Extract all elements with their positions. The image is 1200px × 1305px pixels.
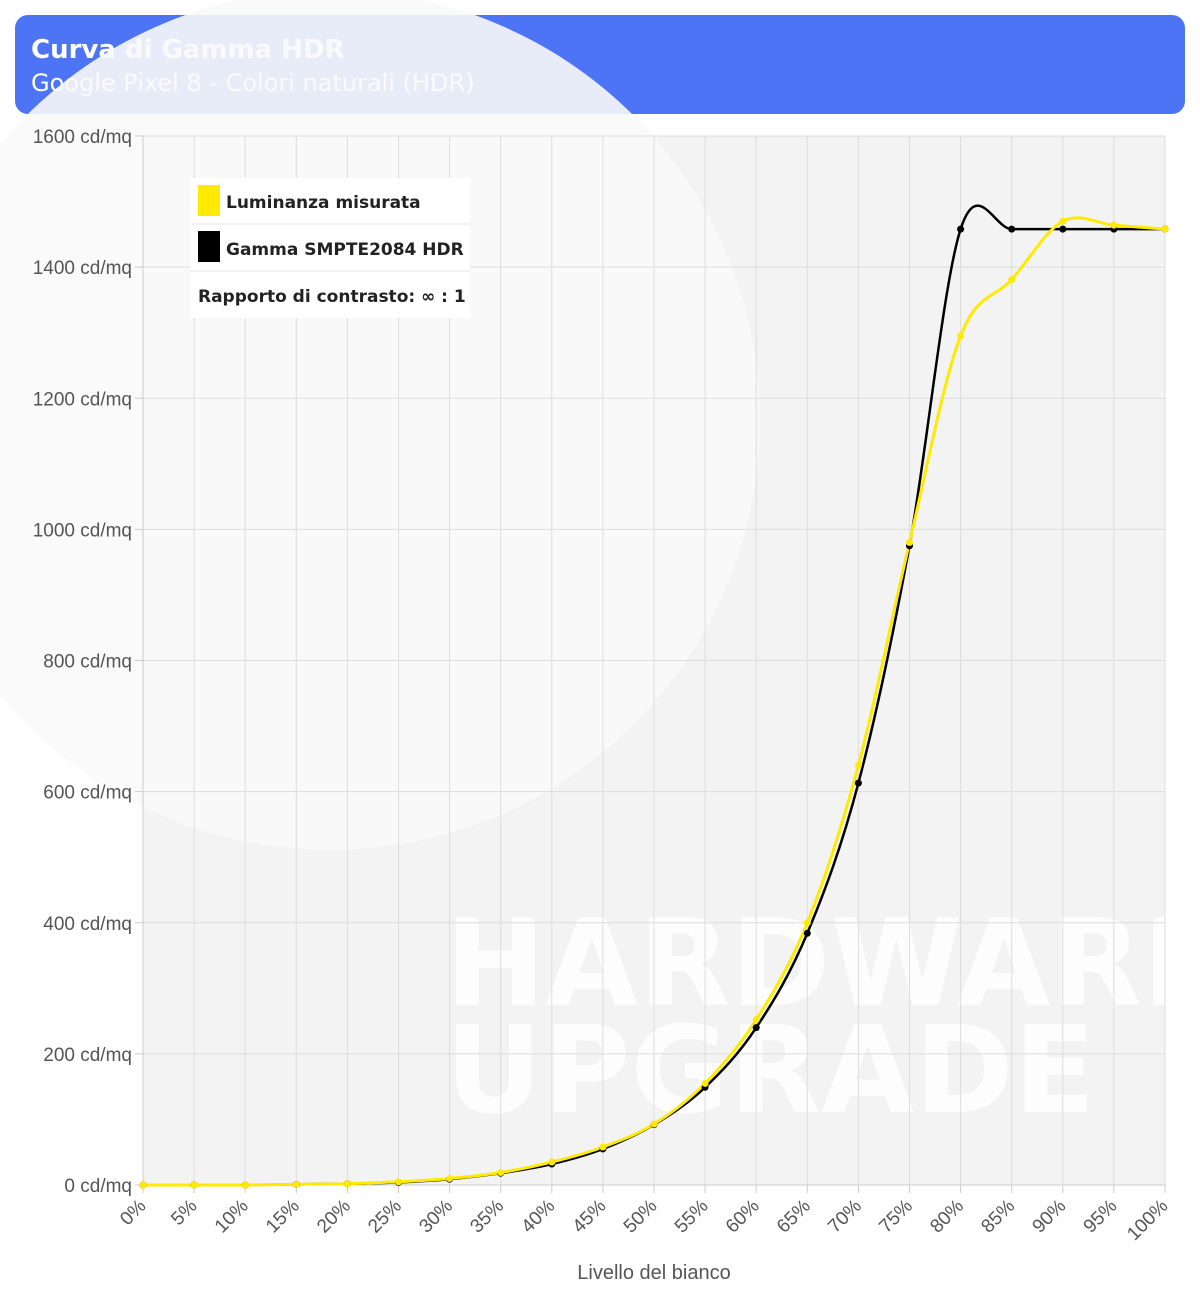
data-point-measured bbox=[395, 1178, 402, 1186]
data-point-measured bbox=[650, 1120, 658, 1128]
data-point-measured bbox=[241, 1181, 249, 1189]
y-tick-label: 600 cd/mq bbox=[43, 783, 132, 804]
x-tick-label: 10% bbox=[211, 1196, 253, 1238]
data-point-target bbox=[1008, 225, 1016, 233]
x-tick-label: 20% bbox=[313, 1196, 355, 1238]
data-point-target bbox=[803, 929, 811, 937]
y-tick-label: 800 cd/mq bbox=[43, 652, 132, 673]
x-tick-label: 25% bbox=[364, 1196, 406, 1238]
legend: Luminanza misurata Gamma SMPTE2084 HDR R… bbox=[190, 178, 470, 318]
watermark-line1: HARDWARE bbox=[445, 895, 1200, 1034]
data-point-measured bbox=[139, 1181, 147, 1189]
legend-swatch-measured bbox=[198, 185, 220, 216]
legend-label-measured: Luminanza misurata bbox=[226, 193, 421, 213]
x-tick-label: 80% bbox=[926, 1196, 968, 1238]
x-tick-label: 45% bbox=[569, 1196, 611, 1238]
y-tick-label: 1600 cd/mq bbox=[33, 127, 132, 148]
y-tick-label: 1000 cd/mq bbox=[33, 520, 132, 541]
x-axis-ticks: 0% 5% 10% 15% 20% 25% 30% 35% 40% 45% 50% 55% 60% 65%… bbox=[116, 1185, 1173, 1245]
y-tick-label: 1400 cd/mq bbox=[33, 258, 132, 279]
data-point-measured bbox=[292, 1180, 300, 1188]
data-point-target bbox=[752, 1024, 760, 1032]
x-tick-label: 95% bbox=[1080, 1196, 1122, 1238]
data-point-measured bbox=[599, 1143, 607, 1151]
x-tick-label: 65% bbox=[773, 1196, 815, 1238]
x-axis-label: Livello del bianco bbox=[577, 1262, 730, 1284]
data-point-measured bbox=[752, 1016, 760, 1024]
data-point-measured bbox=[446, 1174, 454, 1182]
data-point-target bbox=[1059, 225, 1067, 233]
data-point-measured bbox=[497, 1169, 505, 1177]
x-tick-label: 5% bbox=[167, 1196, 201, 1230]
y-tick-label: 400 cd/mq bbox=[43, 914, 132, 935]
data-point-measured bbox=[1059, 217, 1067, 225]
data-point-measured bbox=[1008, 276, 1016, 284]
data-point-measured bbox=[854, 761, 862, 769]
watermark-logo bbox=[0, 0, 760, 850]
legend-contrast-ratio: Rapporto di contrasto: ∞ : 1 bbox=[198, 287, 466, 307]
x-tick-label: 85% bbox=[977, 1196, 1019, 1238]
x-tick-label: 30% bbox=[415, 1196, 457, 1238]
series-lines bbox=[139, 204, 1169, 1189]
x-tick-label: 15% bbox=[262, 1196, 304, 1238]
x-tick-label: 40% bbox=[518, 1196, 560, 1238]
x-tick-label: 60% bbox=[722, 1196, 764, 1238]
data-point-target bbox=[854, 779, 862, 787]
data-point-measured bbox=[343, 1180, 351, 1188]
x-tick-label: 100% bbox=[1123, 1196, 1172, 1245]
data-point-measured bbox=[548, 1158, 556, 1166]
series-line-measured bbox=[143, 216, 1166, 1187]
x-tick-label: 0% bbox=[116, 1196, 150, 1230]
x-tick-label: 70% bbox=[824, 1196, 866, 1238]
data-point-measured bbox=[803, 919, 811, 927]
y-tick-label: 1200 cd/mq bbox=[33, 389, 132, 410]
data-point-measured bbox=[190, 1181, 198, 1189]
y-axis-ticks: 0 cd/mq 200 cd/mq 400 cd/mq 600 cd/mq 800 cd… bbox=[33, 127, 143, 1197]
data-point-measured bbox=[957, 332, 965, 340]
x-tick-label: 75% bbox=[875, 1196, 917, 1238]
data-point-target bbox=[957, 225, 965, 233]
legend-label-target: Gamma SMPTE2084 HDR bbox=[226, 240, 464, 260]
watermark: HARDWARE UPGRADE bbox=[445, 895, 1200, 1141]
y-tick-label: 0 cd/mq bbox=[64, 1176, 132, 1197]
legend-swatch-target bbox=[198, 231, 220, 262]
x-tick-label: 35% bbox=[466, 1196, 508, 1238]
data-point-measured bbox=[906, 538, 913, 546]
data-point-measured bbox=[701, 1079, 709, 1087]
x-tick-label: 50% bbox=[620, 1196, 662, 1238]
data-point-measured bbox=[1161, 225, 1169, 233]
data-point-measured bbox=[1110, 221, 1118, 229]
x-tick-label: 90% bbox=[1029, 1196, 1071, 1238]
watermark-line2: UPGRADE bbox=[445, 1002, 1096, 1141]
x-tick-label: 55% bbox=[671, 1196, 713, 1238]
y-tick-label: 200 cd/mq bbox=[43, 1045, 132, 1066]
